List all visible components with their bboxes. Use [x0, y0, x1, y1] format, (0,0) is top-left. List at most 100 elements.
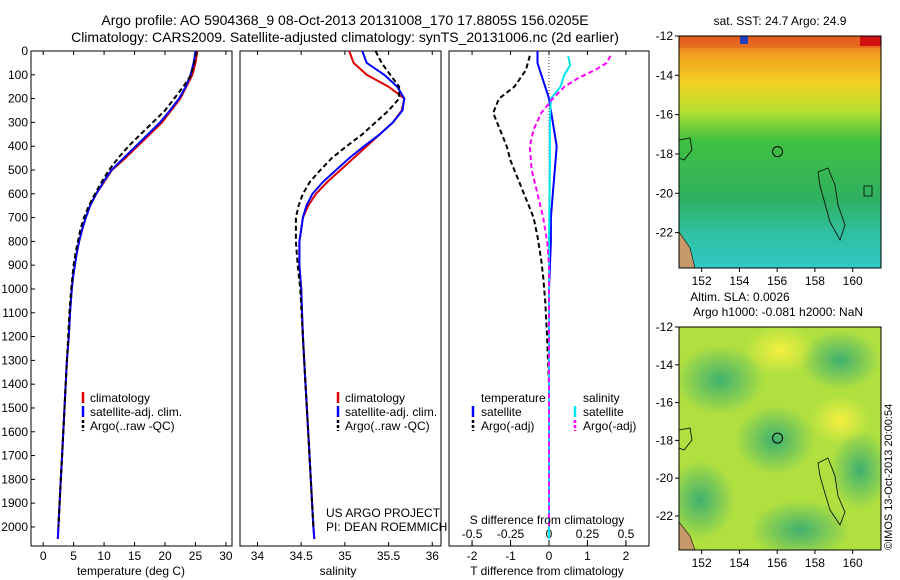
y-tick-label: 100: [8, 68, 28, 82]
sst-cool-patch: [740, 36, 748, 44]
series-line-satellite: [56, 50, 197, 539]
y-tick-label: 1100: [2, 306, 28, 320]
y-tick-label: 1200: [1, 330, 28, 344]
header-line2: Climatology: CARS2009. Satellite-adjuste…: [71, 29, 619, 45]
y-tick-label: 1700: [1, 449, 28, 463]
salinity-xlabel: salinity: [320, 564, 357, 578]
x-tick-label: 10: [97, 549, 111, 563]
y-tick-label: 0: [21, 44, 28, 58]
series-line-s-satellite: [548, 55, 572, 539]
sst-cold-patch: [860, 36, 881, 46]
y-tick-label: 1600: [1, 425, 28, 439]
s-tick-label: -0.25: [497, 527, 525, 541]
sla-blob: [679, 345, 765, 415]
x-tick-label: -1: [505, 549, 516, 563]
sst-map-frame: [678, 35, 882, 269]
map-y-tick-label: -14: [656, 358, 674, 372]
series-line-climatology: [56, 50, 199, 539]
temperature-xlabel: temperature (deg C): [77, 564, 185, 578]
map-x-tick-label: 160: [843, 556, 863, 570]
difference-legend: temperature salinity satellite Argo(-adj…: [471, 391, 636, 433]
sla-yellow-patch: [745, 327, 815, 375]
sla-blob: [800, 330, 880, 390]
sst-field: [679, 36, 881, 268]
sla-map-panel: Altim. SLA: 0.0026 Argo h1000: -0.081 h2…: [656, 290, 882, 570]
y-tick-label: 1800: [1, 472, 28, 486]
series-line-t-satellite: [536, 51, 558, 539]
map-y-tick-label: -16: [656, 396, 674, 410]
s-tick-label: 0.5: [618, 527, 635, 541]
map-y-tick-label: -18: [656, 147, 674, 161]
x-tick-label: 0: [546, 549, 553, 563]
series-line-s-argo: [528, 55, 612, 527]
sla-blob: [679, 460, 735, 540]
x-tick-label: 2: [623, 549, 630, 563]
map-y-tick-label: -20: [656, 186, 674, 200]
project-annotation: US ARGO PROJECT: [326, 506, 441, 520]
legend-label-climatology: climatology: [90, 391, 150, 405]
y-tick-label: 900: [8, 258, 28, 272]
map-y-tick-label: -22: [656, 509, 674, 523]
series-line-argo: [294, 50, 401, 528]
temperature-legend: climatology satellite-adj. clim. Argo(..…: [81, 391, 182, 433]
legend-label-t-satellite: satellite: [481, 405, 522, 419]
sla-blob: [750, 500, 850, 550]
map-x-tick-label: 154: [729, 274, 749, 288]
x-tick-label: 35.5: [377, 549, 401, 563]
series-line-satellite: [298, 50, 406, 539]
legend-label-argo: Argo(..raw -QC): [90, 419, 175, 433]
sla-blob: [830, 430, 881, 510]
sst-coast-left: [679, 137, 693, 161]
sla-float-marker: [772, 432, 784, 444]
x-tick-label: 20: [158, 549, 172, 563]
x-tick-label: 34.5: [289, 549, 313, 563]
map-y-tick-label: -14: [656, 68, 674, 82]
legend-label-t-argo: Argo(-adj): [481, 419, 534, 433]
difference-xlabel: T difference from climatology: [470, 564, 624, 578]
sst-land: [679, 231, 696, 268]
series-line-argo: [57, 51, 198, 528]
y-tick-label: 2000: [1, 520, 28, 534]
y-tick-label: 500: [8, 163, 28, 177]
map-x-tick-label: 158: [805, 556, 825, 570]
header-line1: Argo profile: AO 5904368_9 08-Oct-2013 2…: [101, 12, 588, 28]
y-tick-label: 1500: [1, 401, 28, 415]
y-tick-label: 1300: [1, 353, 28, 367]
temperature-axes-frame: [30, 50, 233, 547]
x-tick-label: 0: [40, 549, 47, 563]
x-tick-label: 15: [128, 549, 142, 563]
sla-reef-outline: [817, 457, 846, 526]
legend-title-temperature: temperature: [481, 391, 546, 405]
sla-blob: [735, 405, 815, 475]
sla-coast-left: [679, 427, 693, 451]
map-x-tick-label: 156: [767, 274, 787, 288]
sst-warm-patch: [679, 36, 881, 48]
map-x-tick-label: 154: [729, 556, 749, 570]
sla-map-title: Altim. SLA: 0.0026: [690, 290, 790, 304]
sla-map-frame: [678, 326, 882, 551]
y-tick-label: 1900: [1, 496, 28, 510]
x-tick-label: 34: [251, 549, 265, 563]
legend-label-argo: Argo(..raw -QC): [345, 419, 430, 433]
map-x-tick-label: 152: [692, 274, 712, 288]
legend-title-salinity: salinity: [583, 391, 620, 405]
map-x-tick-label: 152: [692, 556, 712, 570]
x-tick-label: 1: [584, 549, 591, 563]
x-tick-label: -2: [467, 549, 478, 563]
map-y-tick-label: -12: [656, 29, 674, 43]
x-tick-label: 36: [426, 549, 440, 563]
x-tick-label: 30: [219, 549, 233, 563]
x-tick-label: 35: [338, 549, 352, 563]
s-tick-label: -0.5: [462, 527, 483, 541]
imos-stamp: ©IMOS 13-Oct-2013 20:00:54: [883, 404, 895, 550]
sla-yellow-patch: [810, 395, 870, 445]
legend-label-s-satellite: satellite: [583, 405, 624, 419]
y-tick-label: 600: [8, 187, 28, 201]
x-tick-label: 5: [70, 549, 77, 563]
legend-label-satellite: satellite-adj. clim.: [90, 405, 182, 419]
map-y-tick-label: -12: [656, 320, 674, 334]
y-tick-label: 1400: [1, 377, 28, 391]
legend-label-s-argo: Argo(-adj): [583, 419, 636, 433]
map-y-tick-label: -20: [656, 471, 674, 485]
